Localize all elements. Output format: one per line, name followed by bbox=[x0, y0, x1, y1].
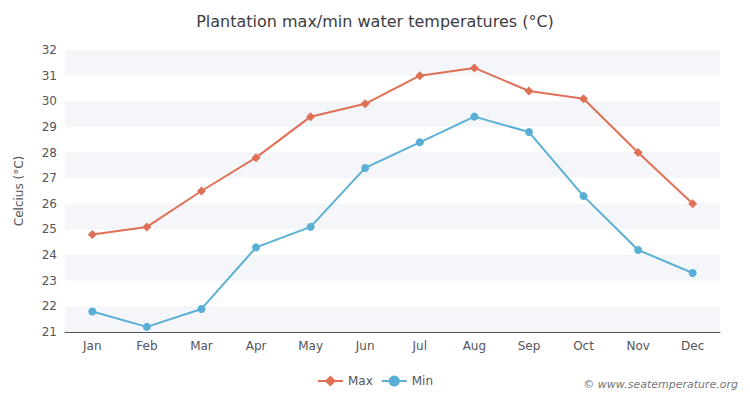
svg-text:27: 27 bbox=[42, 171, 57, 185]
svg-text:Celcius (°C): Celcius (°C) bbox=[12, 156, 26, 226]
svg-text:23: 23 bbox=[42, 274, 57, 288]
svg-text:Plantation max/min water tempe: Plantation max/min water temperatures (°… bbox=[196, 12, 554, 31]
svg-text:32: 32 bbox=[42, 43, 57, 57]
svg-text:Oct: Oct bbox=[573, 339, 594, 353]
svg-text:© www.seatemperature.org: © www.seatemperature.org bbox=[583, 378, 738, 391]
svg-text:25: 25 bbox=[42, 222, 57, 236]
svg-text:30: 30 bbox=[42, 94, 57, 108]
svg-text:Feb: Feb bbox=[136, 339, 157, 353]
svg-text:Jun: Jun bbox=[355, 339, 375, 353]
svg-text:22: 22 bbox=[42, 299, 57, 313]
svg-text:26: 26 bbox=[42, 197, 57, 211]
svg-text:Dec: Dec bbox=[681, 339, 704, 353]
svg-text:Apr: Apr bbox=[246, 339, 267, 353]
svg-text:Mar: Mar bbox=[190, 339, 213, 353]
svg-text:Sep: Sep bbox=[518, 339, 541, 353]
svg-text:May: May bbox=[298, 339, 323, 353]
svg-text:21: 21 bbox=[42, 325, 57, 339]
svg-text:Min: Min bbox=[412, 374, 433, 388]
svg-text:Aug: Aug bbox=[463, 339, 486, 353]
svg-text:31: 31 bbox=[42, 69, 57, 83]
svg-text:Max: Max bbox=[348, 374, 373, 388]
svg-text:24: 24 bbox=[42, 248, 57, 262]
svg-text:Jan: Jan bbox=[82, 339, 102, 353]
svg-text:Jul: Jul bbox=[412, 339, 427, 353]
svg-text:28: 28 bbox=[42, 146, 57, 160]
svg-text:29: 29 bbox=[42, 120, 57, 134]
svg-text:Nov: Nov bbox=[626, 339, 649, 353]
